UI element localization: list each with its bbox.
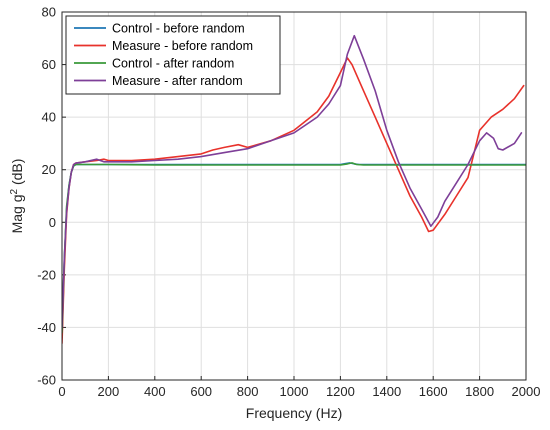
y-tick-label: 80	[42, 5, 56, 20]
legend-entry: Control - after random	[112, 57, 234, 71]
x-tick-label: 1200	[326, 384, 355, 399]
y-tick-label: -60	[37, 373, 56, 388]
tick-labels: 0 200 400 600 800 1000 1200 1400 1600 1800 2000-60…	[37, 5, 540, 400]
x-tick-label: 0	[58, 384, 65, 399]
legend-entry: Measure - after random	[112, 74, 243, 88]
x-tick-label: 1000	[280, 384, 309, 399]
x-tick-label: 600	[190, 384, 212, 399]
y-tick-label: 20	[42, 162, 56, 177]
series-line-4	[62, 34, 523, 329]
plot-area-border	[61, 11, 527, 381]
x-tick-label: 1600	[419, 384, 448, 399]
y-axis-label: Mag g2 (dB)	[9, 159, 26, 234]
series-line-2	[62, 57, 525, 344]
y-tick-label: 60	[42, 57, 56, 72]
x-tick-label: 2000	[512, 384, 541, 399]
y-tick-label: -40	[37, 320, 56, 335]
y-axis-label-main: Mag g	[9, 194, 25, 233]
y-axis-label-superscript: 2	[9, 188, 20, 194]
y-tick-label: 40	[42, 110, 56, 125]
x-tick-label: 200	[98, 384, 120, 399]
x-axis-label: Frequency (Hz)	[246, 405, 342, 421]
x-tick-label: 1400	[372, 384, 401, 399]
y-tick-label: -20	[37, 267, 56, 282]
series-lines	[62, 34, 526, 344]
x-tick-label: 400	[144, 384, 166, 399]
y-tick-label: 0	[49, 215, 56, 230]
x-tick-label: 800	[237, 384, 259, 399]
y-axis-label-unit: (dB)	[9, 159, 25, 189]
x-tick-label: 1800	[465, 384, 494, 399]
legend: Control - before random Measure - before …	[65, 15, 281, 95]
legend-entry: Measure - before random	[112, 39, 253, 53]
legend-entry: Control - before random	[112, 22, 245, 36]
